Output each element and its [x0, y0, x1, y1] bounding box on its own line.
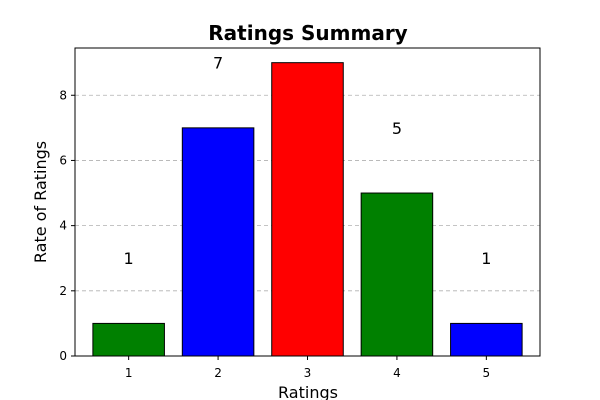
y-axis-ticks: 0 2 4 6 8 [59, 88, 75, 363]
x-axis-label: Ratings [278, 383, 338, 400]
y-tick-label: 2 [59, 284, 67, 298]
bar-2 [181, 127, 255, 357]
x-tick-label: 2 [214, 366, 222, 380]
x-tick-label: 4 [393, 366, 401, 380]
bar-4 [360, 192, 434, 357]
bars [92, 62, 523, 357]
bar-1 [92, 322, 165, 357]
y-tick-label: 4 [59, 219, 67, 233]
y-tick-label: 0 [59, 349, 67, 363]
data-label-5: 1 [481, 249, 491, 268]
y-tick-label: 8 [59, 88, 67, 102]
bar-5 [450, 322, 523, 357]
x-tick-label: 1 [125, 366, 133, 380]
y-axis-label: Rate of Ratings [31, 141, 50, 263]
x-tick-label: 3 [304, 366, 312, 380]
data-label-1: 1 [124, 249, 134, 268]
y-tick-label: 6 [59, 153, 67, 167]
x-axis-ticks: 1 2 3 4 5 [125, 356, 490, 380]
chart-title: Ratings Summary [208, 21, 407, 45]
data-label-2: 7 [213, 54, 223, 73]
data-label-4: 5 [392, 119, 402, 138]
x-tick-label: 5 [483, 366, 491, 380]
bar-3 [271, 62, 344, 357]
